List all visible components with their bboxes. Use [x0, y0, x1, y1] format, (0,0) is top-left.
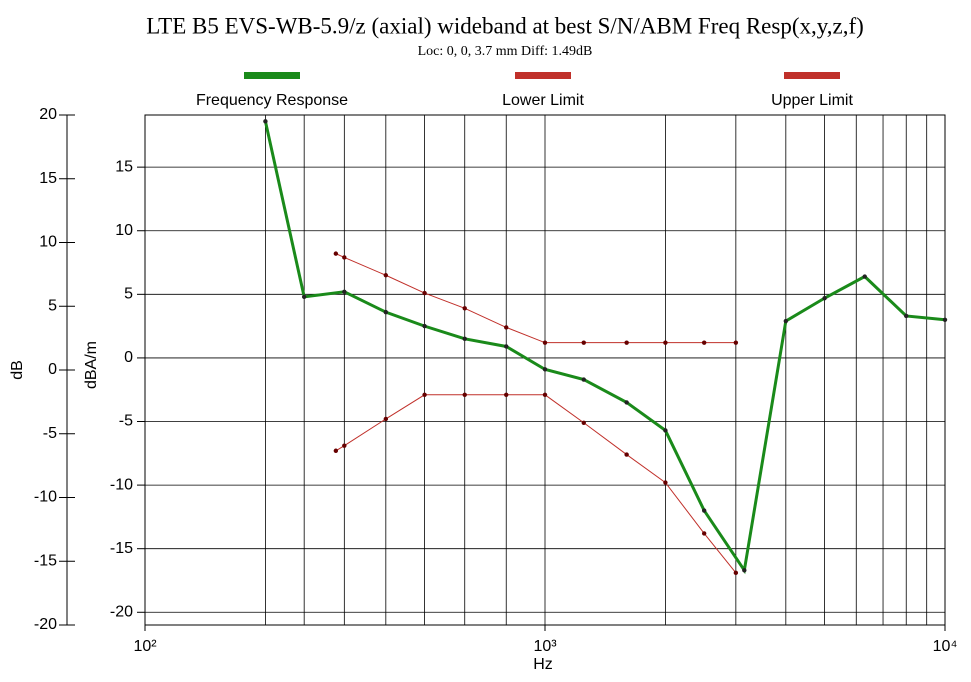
series-line [263, 121, 946, 575]
x-tick-label: 10² [133, 638, 157, 655]
y2-tick-label: -20 [110, 604, 133, 621]
x-tick-label: 10³ [533, 638, 557, 655]
data-point [542, 367, 548, 372]
series-line [335, 394, 737, 574]
data-point [342, 443, 347, 448]
data-point [581, 377, 586, 382]
data-point [942, 317, 948, 322]
data-point [422, 290, 427, 296]
y2-tick-label: 10 [115, 222, 133, 239]
data-point [504, 392, 509, 398]
y-axis-label: dB [9, 360, 26, 380]
data-point [342, 255, 347, 260]
data-point [663, 480, 668, 485]
legend-swatch [784, 72, 840, 79]
data-point [333, 448, 339, 453]
data-point [663, 340, 668, 345]
legend-label: Lower Limit [502, 92, 584, 109]
data-point [701, 531, 707, 536]
y-tick-label: 0 [48, 361, 57, 378]
y2-tick-label: -5 [119, 413, 133, 430]
data-point [462, 392, 467, 398]
data-point [301, 294, 307, 300]
y-tick-label: 5 [48, 297, 57, 314]
data-point [542, 340, 548, 345]
y-tick-label: -10 [34, 489, 57, 506]
data-point [342, 289, 347, 294]
y-tick-label: 20 [39, 106, 57, 123]
y2-tick-label: 15 [115, 158, 133, 175]
data-point [701, 340, 707, 345]
data-point [624, 340, 629, 345]
data-point [904, 313, 909, 319]
data-point [624, 400, 629, 405]
data-point [701, 508, 707, 513]
data-point [663, 428, 668, 433]
data-point [383, 273, 389, 278]
chart-subtitle: Loc: 0, 0, 3.7 mm Diff: 1.49dB [418, 44, 593, 59]
data-point [624, 452, 629, 457]
data-point [822, 295, 827, 301]
data-point [742, 568, 747, 573]
data-point [383, 416, 389, 422]
legend-swatch [244, 72, 300, 79]
data-point [263, 119, 268, 124]
data-point [862, 274, 867, 279]
y2-tick-label: -15 [110, 540, 133, 557]
data-point [733, 570, 739, 576]
y-tick-label: 10 [39, 234, 57, 251]
legend-label: Frequency Response [196, 92, 348, 109]
series-line [335, 253, 736, 344]
data-point [462, 306, 467, 311]
y2-axis-label: dBA/m [83, 341, 100, 389]
data-point [422, 323, 427, 329]
y-tick-label: 15 [39, 170, 57, 187]
x-tick-label: 10⁴ [933, 638, 958, 655]
y-tick-label: -15 [34, 552, 57, 569]
legend-label: Upper Limit [771, 92, 853, 109]
y-tick-label: -5 [43, 425, 57, 442]
data-point [733, 340, 739, 345]
data-point [542, 392, 548, 398]
y-tick-label: -20 [34, 616, 57, 633]
chart-title: LTE B5 EVS-WB-5.9/z (axial) wideband at … [146, 13, 864, 38]
legend-swatch [515, 72, 571, 79]
data-point [504, 344, 509, 349]
data-point [422, 392, 427, 398]
data-point [504, 325, 509, 330]
y2-tick-label: 0 [124, 349, 133, 366]
x-axis-label: Hz [533, 656, 553, 673]
data-point [333, 251, 339, 256]
y2-tick-label: 5 [124, 286, 133, 303]
y2-tick-label: -10 [110, 476, 133, 493]
data-point [383, 309, 389, 315]
data-point [581, 420, 586, 425]
data-point [783, 318, 789, 324]
data-point [462, 336, 467, 342]
data-point [581, 340, 586, 345]
